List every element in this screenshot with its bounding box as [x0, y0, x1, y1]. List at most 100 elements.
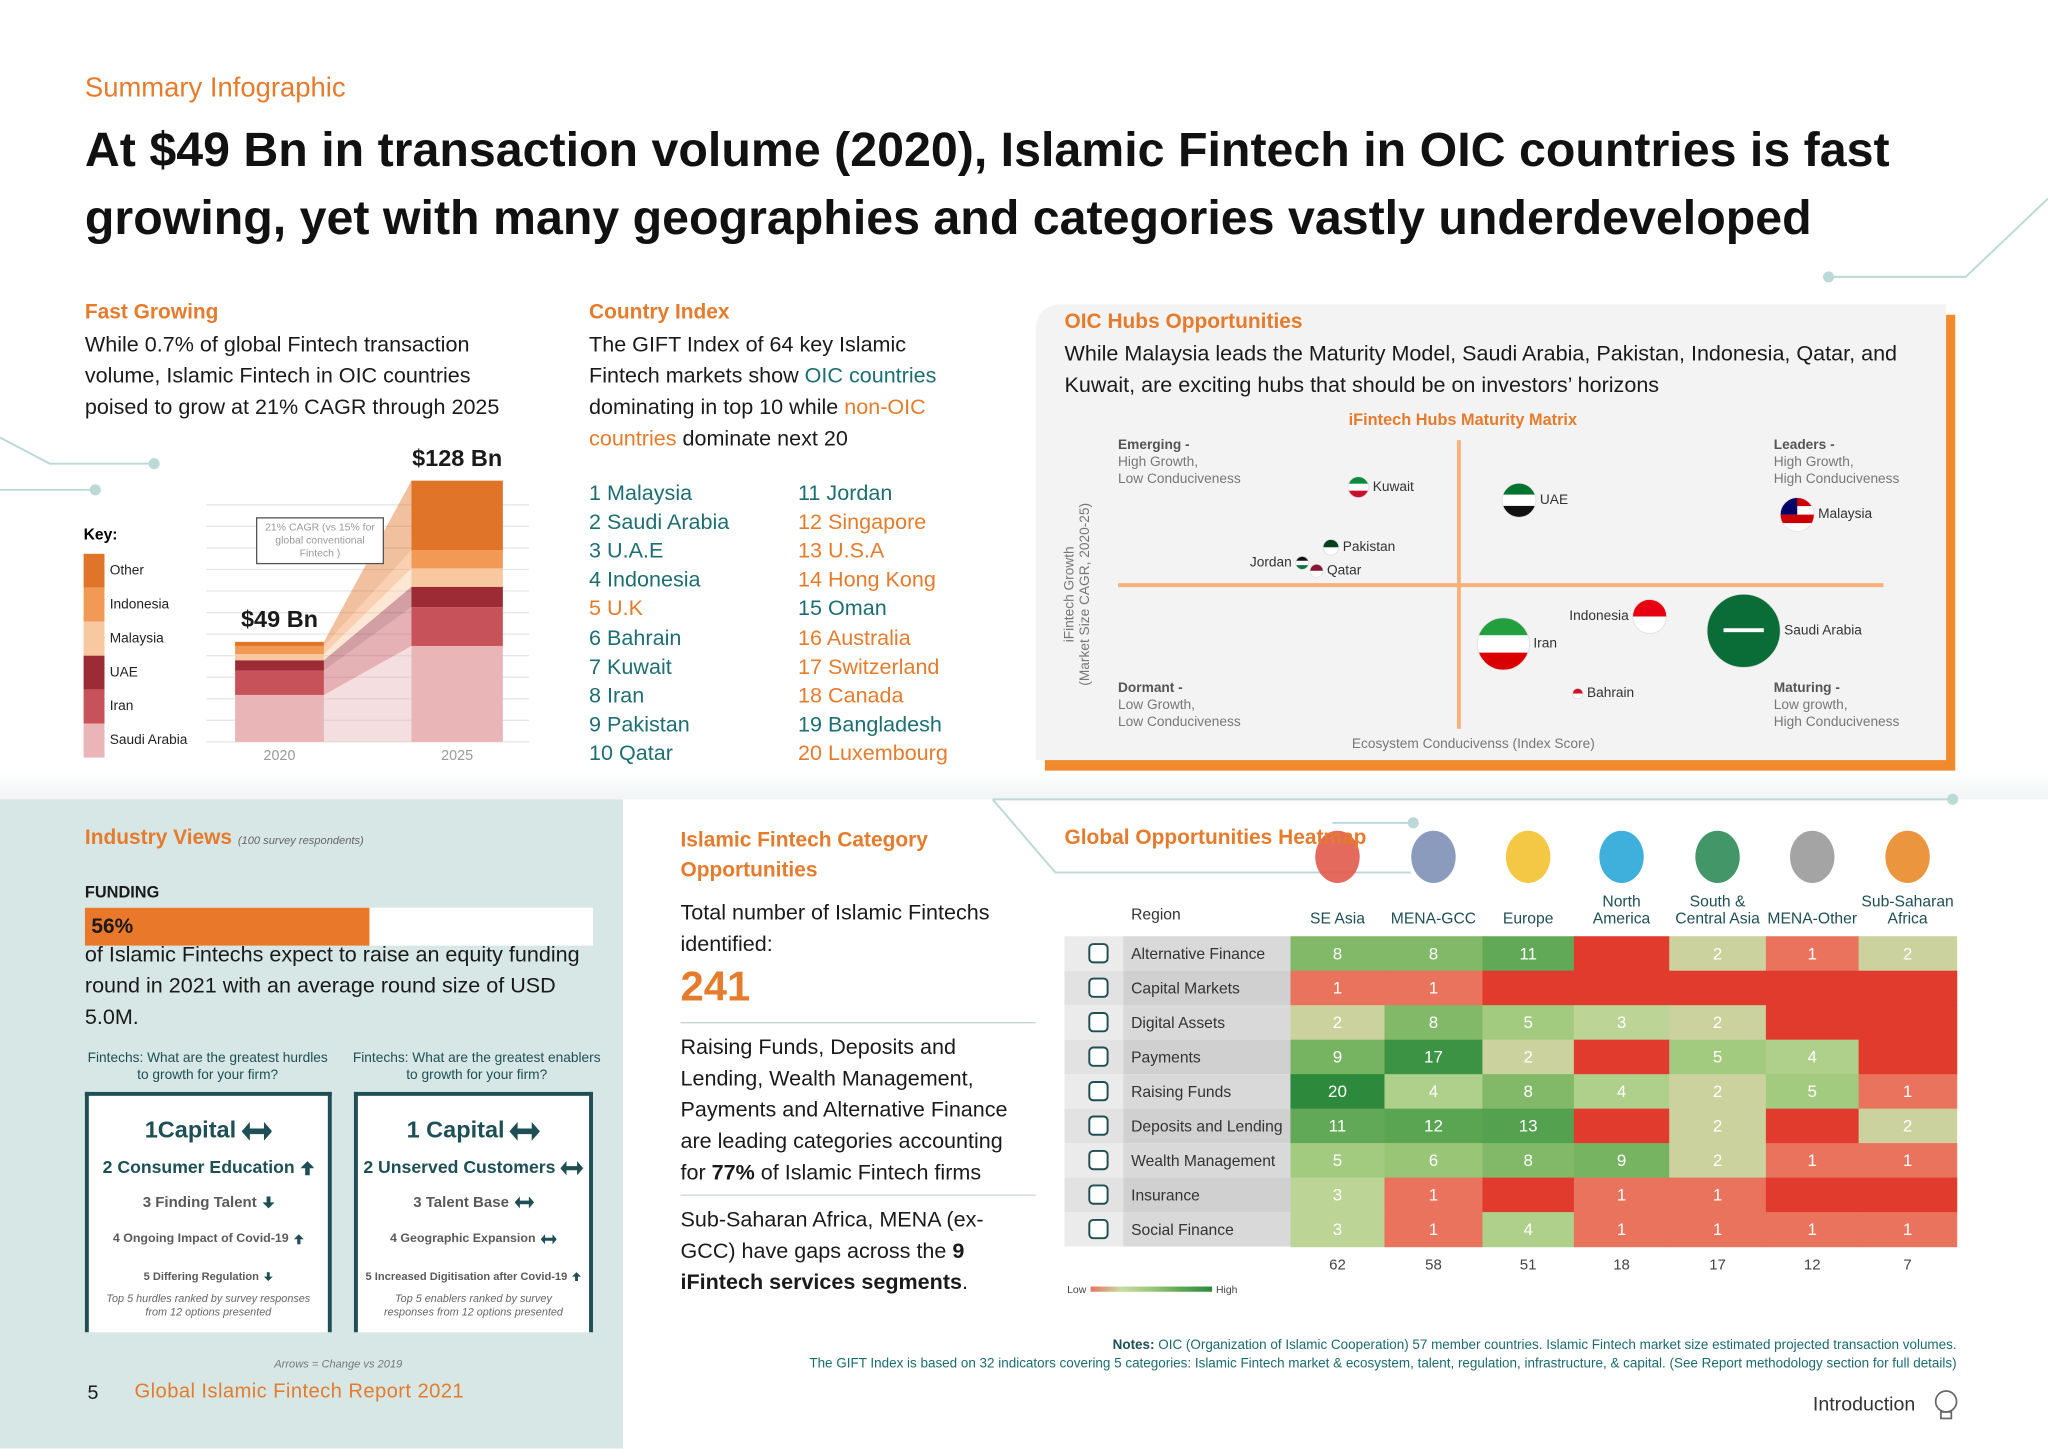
item-label: 5 Increased Digitisation after Covid-19 [365, 1269, 568, 1283]
legend-label: UAE [110, 664, 138, 679]
category-icon [1088, 943, 1109, 964]
column-total: 12 [1804, 1257, 1821, 1274]
rank: 10 [589, 741, 614, 766]
flag-stripe [1295, 560, 1309, 566]
heatmap-title: Global Opportunities Heatmap [1064, 826, 1367, 849]
cell-value: 17 [1424, 1048, 1443, 1067]
fast-growing-text: While 0.7% of global Fintech transaction… [84, 333, 500, 420]
heat-cell [1290, 1039, 1386, 1075]
legend-bar [1090, 1286, 1213, 1292]
ranking-item: 15 Oman [798, 595, 887, 624]
heat-cell [1482, 936, 1575, 972]
bulb-base [1940, 1411, 1953, 1420]
legend-swatch [83, 689, 105, 724]
cell-value: 5 [1713, 1048, 1722, 1067]
flag-stripe [1347, 483, 1369, 492]
heat-cell [1384, 1039, 1484, 1075]
flag-ring [1476, 617, 1530, 671]
row-label: Alternative Finance [1131, 946, 1265, 963]
flag-stripe [1632, 599, 1667, 618]
change-arrow [514, 1197, 534, 1210]
cagr-annotation: 21% CAGR (vs 15% for global conventional… [255, 517, 384, 565]
heat-cell [1384, 1143, 1484, 1179]
arrow-shape [241, 1122, 272, 1142]
ranking-item: 5 U.K [589, 595, 643, 624]
cell-value: 4 [1617, 1082, 1626, 1101]
heat-cell [1482, 1212, 1575, 1248]
category-paragraph: Sub-Saharan Africa, MENA (ex-GCC) have g… [680, 1204, 1035, 1298]
change-arrow [540, 1234, 557, 1245]
arrow-shape [299, 1161, 314, 1176]
row-label: Payments [1131, 1049, 1201, 1066]
row-label: Capital Markets [1131, 980, 1240, 997]
funding-text: of Islamic Fintechs expect to raise an e… [84, 943, 580, 1030]
bulb-icon [1934, 1390, 1958, 1413]
cell-value: 1 [1617, 1186, 1626, 1205]
heat-cell [1669, 1108, 1767, 1144]
heat-cell [1669, 1039, 1767, 1075]
circuit-node [1407, 817, 1419, 829]
bar-segment [411, 645, 503, 742]
country-name: U.K [607, 597, 643, 621]
category-title: Islamic Fintech Category Opportunities [680, 829, 928, 882]
bar-segment [235, 694, 324, 742]
heat-cell [1290, 1177, 1386, 1213]
year-label: 2020 [264, 748, 296, 764]
decorative-lines [0, 197, 2048, 874]
flag-icon [1347, 476, 1369, 498]
text-part: dominate next 20 [676, 427, 848, 451]
ranked-item: 4 Ongoing Impact of Covid-19 [89, 1232, 328, 1247]
row-label: Insurance [1131, 1187, 1200, 1204]
rank: 18 [798, 683, 823, 708]
cell-value: 4 [1523, 1220, 1532, 1239]
arrow-shape [572, 1272, 582, 1282]
column-header: SE Asia [1310, 909, 1365, 928]
country-name: Pakistan [607, 712, 690, 737]
quadrant-desc: High Growth, [1774, 454, 1854, 469]
bar-segment [235, 660, 324, 671]
cell-value: 1 [1903, 1220, 1912, 1239]
heat-cell [1290, 970, 1386, 1006]
flag-stripe [1477, 652, 1530, 671]
empty-cell [1858, 1177, 1958, 1213]
rank: 15 [798, 597, 823, 621]
country-name: Canada [828, 683, 904, 708]
flag-stripe [1310, 570, 1324, 578]
ranked-item: 2 Unserved Customers [358, 1157, 589, 1178]
quadrant-name: Maturing - [1774, 680, 1841, 695]
quadrant-desc: High Conduciveness [1774, 714, 1900, 729]
cell-value: 3 [1333, 1186, 1342, 1205]
ranking-item: 8 Iran [589, 681, 644, 710]
column-total: 58 [1425, 1257, 1442, 1274]
country-name: Malaysia [607, 481, 693, 506]
cell-value: 4 [1429, 1082, 1438, 1101]
heat-cell [1290, 1074, 1386, 1110]
ranked-item: 3 Talent Base [358, 1195, 589, 1213]
ranking-item: 18 Canada [798, 681, 903, 710]
ranked-item: 1 Capital [358, 1117, 589, 1145]
heat-cell [1765, 1143, 1860, 1179]
section-fade [0, 773, 2048, 800]
legend-swatch [83, 655, 105, 690]
flag-stripe [1502, 494, 1536, 507]
rank: 4 [589, 568, 602, 593]
quadrant-desc: Low Conduciveness [1118, 471, 1241, 486]
enablers-question: Fintechs: What are the greatest enablers… [352, 1050, 601, 1083]
change-arrow [264, 1272, 274, 1282]
enablers-box: 1 Capital 2 Unserved Customers 3 Talent Ba… [353, 1091, 593, 1333]
cell-value: 2 [1713, 944, 1722, 963]
ranking-item: 12 Singapore [798, 508, 926, 537]
cell-value: 3 [1333, 1220, 1342, 1239]
country-name: Qatar [619, 741, 673, 766]
flag-ring [1309, 563, 1324, 578]
column-header: MENA-GCC [1390, 909, 1477, 928]
y-axis-label: (Market Size CAGR, 2020-25) [1077, 503, 1092, 686]
empty-cell [1858, 1039, 1958, 1075]
empty-cell [1765, 970, 1860, 1006]
item-label: 3 Finding Talent [142, 1195, 257, 1211]
hurdles-box: 1Capital 2 Consumer Education 3 Finding Ta… [84, 1091, 332, 1333]
bar-segment [235, 670, 324, 695]
flag-ring [1779, 497, 1815, 532]
ranked-item: 3 Finding Talent [89, 1195, 328, 1213]
